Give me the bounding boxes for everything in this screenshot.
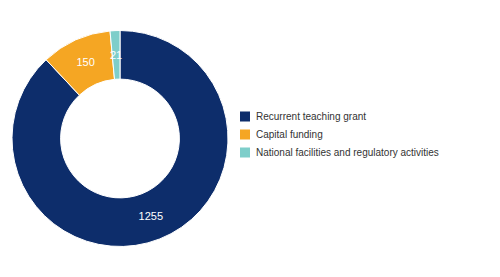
legend: Recurrent teaching grant Capital funding N… (240, 111, 439, 158)
legend-label: Recurrent teaching grant (256, 111, 366, 122)
legend-swatch (240, 148, 250, 158)
slices (12, 31, 228, 247)
data-labels: 1255 150 21 (76, 49, 163, 222)
chart: 1255 150 21 Recurrent teaching grant Capital… (0, 0, 500, 277)
legend-swatch (240, 130, 250, 140)
legend-label: Capital funding (256, 129, 323, 140)
slice (12, 31, 228, 247)
data-label: 1255 (139, 210, 163, 222)
slice (46, 31, 114, 95)
legend-label: National facilities and regulatory activ… (256, 147, 439, 158)
legend-swatch (240, 112, 250, 122)
data-label: 21 (110, 49, 122, 61)
data-label: 150 (76, 56, 94, 68)
